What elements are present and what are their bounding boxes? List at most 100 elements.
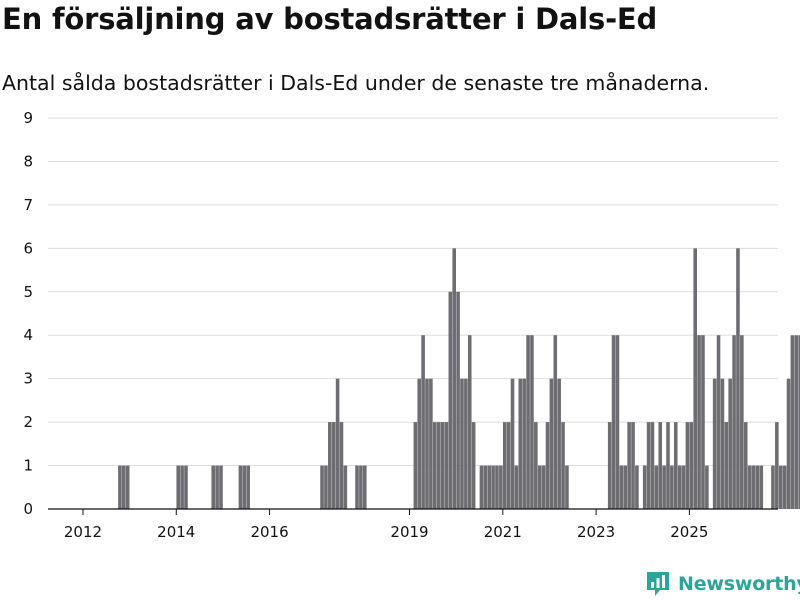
- bar: [320, 465, 324, 509]
- bar: [619, 465, 624, 509]
- bar: [666, 422, 670, 509]
- bar: [701, 335, 705, 509]
- gridlines: [48, 117, 778, 467]
- bar: [736, 248, 740, 509]
- bar: [693, 248, 697, 509]
- bar: [238, 465, 243, 509]
- bar: [324, 465, 328, 509]
- bar: [759, 465, 764, 509]
- bar: [775, 422, 779, 509]
- y-tick-label: 0: [23, 500, 33, 518]
- bar: [537, 465, 542, 509]
- bar: [615, 335, 620, 509]
- bar: [526, 335, 530, 509]
- bar: [654, 465, 659, 509]
- bar: [751, 465, 756, 509]
- bar: [211, 465, 215, 509]
- bar: [246, 465, 250, 509]
- bar: [518, 378, 523, 509]
- y-tick-label: 5: [23, 283, 33, 301]
- bar: [670, 465, 674, 509]
- bar: [460, 378, 464, 509]
- newsworthy-logo-icon: [647, 572, 669, 596]
- bar: [436, 422, 441, 509]
- bar: [798, 335, 800, 509]
- bar: [444, 422, 449, 509]
- bar: [728, 378, 732, 509]
- bar: [732, 335, 736, 509]
- bar: [685, 422, 690, 509]
- bar: [712, 378, 717, 509]
- bar: [467, 335, 472, 509]
- bar: [635, 465, 639, 509]
- x-tick-label: 2019: [390, 523, 428, 541]
- bar: [339, 422, 344, 509]
- bar: [677, 465, 682, 509]
- bar: [118, 465, 122, 509]
- bar: [242, 465, 247, 509]
- bar: [483, 465, 488, 509]
- bar: [545, 422, 550, 509]
- bar: [724, 422, 729, 509]
- chart-subtitle: Antal sålda bostadsrätter i Dals-Ed unde…: [2, 71, 710, 95]
- bar: [553, 335, 558, 509]
- bar: [495, 465, 499, 509]
- bar: [565, 465, 569, 509]
- bar: [425, 378, 429, 509]
- y-tick-label: 3: [23, 370, 33, 388]
- bar: [786, 378, 791, 509]
- bar: [740, 335, 744, 509]
- bar: [794, 335, 799, 509]
- bar: [456, 291, 460, 509]
- bar: [176, 465, 181, 509]
- y-tick-label: 6: [23, 239, 33, 257]
- bar: [530, 335, 534, 509]
- bar: [440, 422, 445, 509]
- bar: [743, 422, 748, 509]
- bar: [429, 378, 433, 509]
- bar: [432, 422, 437, 509]
- bar: [611, 335, 616, 509]
- bar: [673, 422, 678, 509]
- bar: [771, 465, 775, 509]
- bar: [646, 422, 651, 509]
- newsworthy-logo-text: Newsworthy: [678, 573, 800, 595]
- y-tick-label: 8: [23, 152, 33, 170]
- bar: [650, 422, 655, 509]
- bar: [747, 465, 752, 509]
- y-tick-label: 7: [23, 196, 33, 214]
- bar: [697, 335, 701, 509]
- bar: [122, 465, 126, 509]
- bar: [343, 465, 348, 509]
- x-tick-label: 2012: [64, 523, 102, 541]
- bar: [720, 378, 725, 509]
- bar: [705, 465, 709, 509]
- bar: [510, 378, 515, 509]
- bar: [631, 422, 635, 509]
- bar: [623, 465, 628, 509]
- bar: [502, 422, 507, 509]
- y-tick-label: 2: [23, 413, 33, 431]
- bar: [335, 378, 340, 509]
- y-tick-label: 1: [23, 457, 33, 475]
- bar: [499, 465, 503, 509]
- bar: [363, 465, 367, 509]
- newsworthy-logo[interactable]: Newsworthy: [645, 569, 800, 599]
- bar: [607, 422, 612, 509]
- bar: [421, 335, 425, 509]
- bar: [658, 422, 663, 509]
- bar: [413, 422, 418, 509]
- bar: [782, 465, 787, 509]
- bar: [125, 465, 130, 509]
- bar: [452, 248, 456, 509]
- bar: [328, 422, 332, 509]
- bar: [541, 465, 546, 509]
- bar: [662, 465, 666, 509]
- bar: [487, 465, 491, 509]
- bar: [355, 465, 359, 509]
- bar: [331, 422, 336, 509]
- bar: [755, 465, 760, 509]
- bar: [716, 335, 721, 509]
- bar: [491, 465, 495, 509]
- bar: [359, 465, 363, 509]
